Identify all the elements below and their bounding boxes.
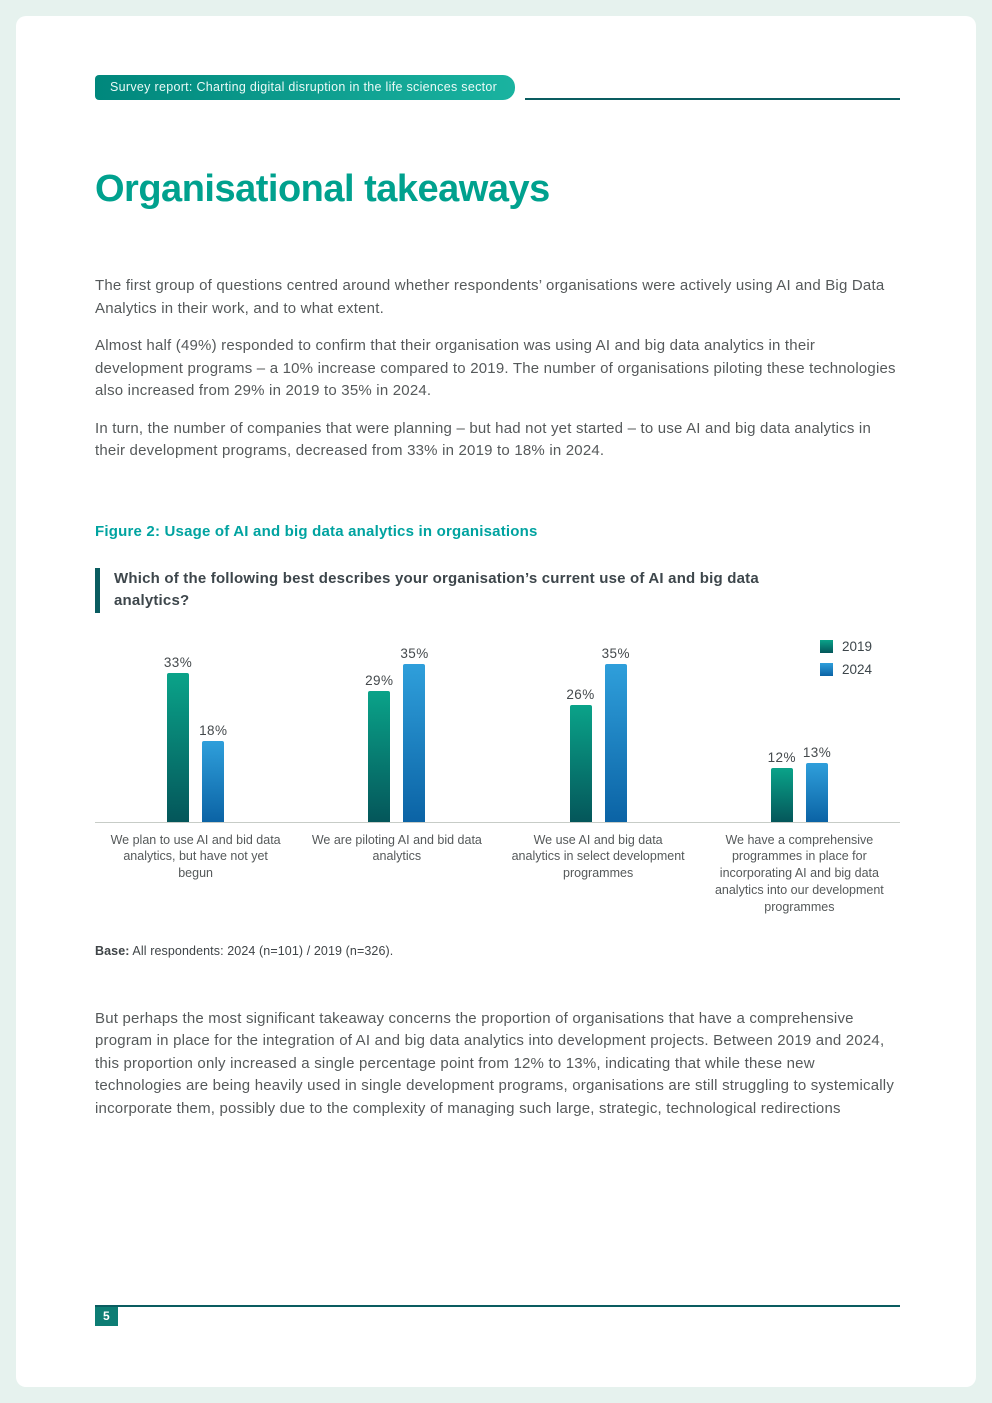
bar-value-label: 26% <box>566 686 595 702</box>
figure-caption: Figure 2: Usage of AI and big data analy… <box>95 522 538 540</box>
bar-with-label: 35% <box>602 646 630 822</box>
category-label: We are piloting AI and bid data analytic… <box>311 832 482 864</box>
bar-group: 29% 35% <box>296 646 497 822</box>
bar-2024 <box>403 664 426 822</box>
legend-item: 2024 <box>819 661 872 677</box>
bar-2024 <box>805 763 828 822</box>
bar-value-label: 35% <box>601 646 630 661</box>
page-title: Organisational takeaways <box>95 168 550 210</box>
body-paragraph-1: The first group of questions centred aro… <box>95 277 885 317</box>
chart-plot-area: 33% 18% 29% 35% 26% 35% 12% 13% <box>95 637 900 823</box>
legend-label: 2024 <box>841 661 872 677</box>
body-paragraph-3: In turn, the number of companies that we… <box>95 419 871 460</box>
bar-2019 <box>770 767 793 822</box>
bar-with-label: 29% <box>365 673 393 822</box>
bar-group: 33% 18% <box>95 655 296 822</box>
body-paragraph-2: Almost half (49%) responded to confirm t… <box>95 337 896 399</box>
legend-label: 2019 <box>841 638 872 654</box>
page-number: 5 <box>95 1307 118 1326</box>
bar-2019 <box>167 673 189 822</box>
page-footer: 5 <box>95 1305 900 1326</box>
category-label: We use AI and big data analytics in sele… <box>511 832 685 881</box>
legend-swatch <box>819 662 833 676</box>
survey-question: Which of the following best describes yo… <box>95 567 835 613</box>
bar-chart: 2019 2024 33% 18% 29% 35% 26% 35% 12% 13% We pla… <box>95 637 900 916</box>
bar-value-label: 18% <box>199 722 228 738</box>
bar-with-label: 12% <box>768 750 796 822</box>
chart-legend: 2019 2024 <box>819 638 872 677</box>
bar-with-label: 26% <box>566 687 594 822</box>
bar-group: 12% 13% <box>699 745 900 822</box>
legend-swatch <box>819 639 833 653</box>
page-content: Survey report: Charting digital disrupti… <box>16 75 976 1120</box>
category-label: We plan to use AI and bid data analytics… <box>110 832 281 881</box>
report-page: Survey report: Charting digital disrupti… <box>16 16 976 1387</box>
bar-value-label: 35% <box>400 646 429 661</box>
page-header: Survey report: Charting digital disrupti… <box>95 75 900 100</box>
report-banner: Survey report: Charting digital disrupti… <box>95 75 516 100</box>
closing-paragraph: But perhaps the most significant takeawa… <box>95 1009 895 1117</box>
bar-value-label: 13% <box>802 745 832 760</box>
bar-with-label: 18% <box>199 723 227 822</box>
bar-group: 26% 35% <box>498 646 699 822</box>
legend-item: 2019 <box>819 638 872 654</box>
bar-with-label: 35% <box>400 646 428 822</box>
bar-value-label: 33% <box>163 655 193 670</box>
base-note-text: All respondents: 2024 (n=101) / 2019 (n=… <box>129 943 394 958</box>
bar-value-label: 12% <box>767 749 796 765</box>
bar-with-label: 13% <box>803 745 831 822</box>
bar-value-label: 29% <box>365 673 394 688</box>
bar-2024 <box>604 664 627 822</box>
chart-category-labels: We plan to use AI and bid data analytics… <box>95 832 900 916</box>
base-note: Base: All respondents: 2024 (n=101) / 20… <box>95 944 900 958</box>
bar-with-label: 33% <box>164 655 192 822</box>
bar-2019 <box>569 704 592 822</box>
bar-2024 <box>202 740 225 822</box>
bar-2019 <box>368 691 391 822</box>
category-label: We have a comprehensive programmes in pl… <box>714 832 884 915</box>
base-note-label: Base: <box>95 943 130 958</box>
header-rule <box>525 98 900 100</box>
